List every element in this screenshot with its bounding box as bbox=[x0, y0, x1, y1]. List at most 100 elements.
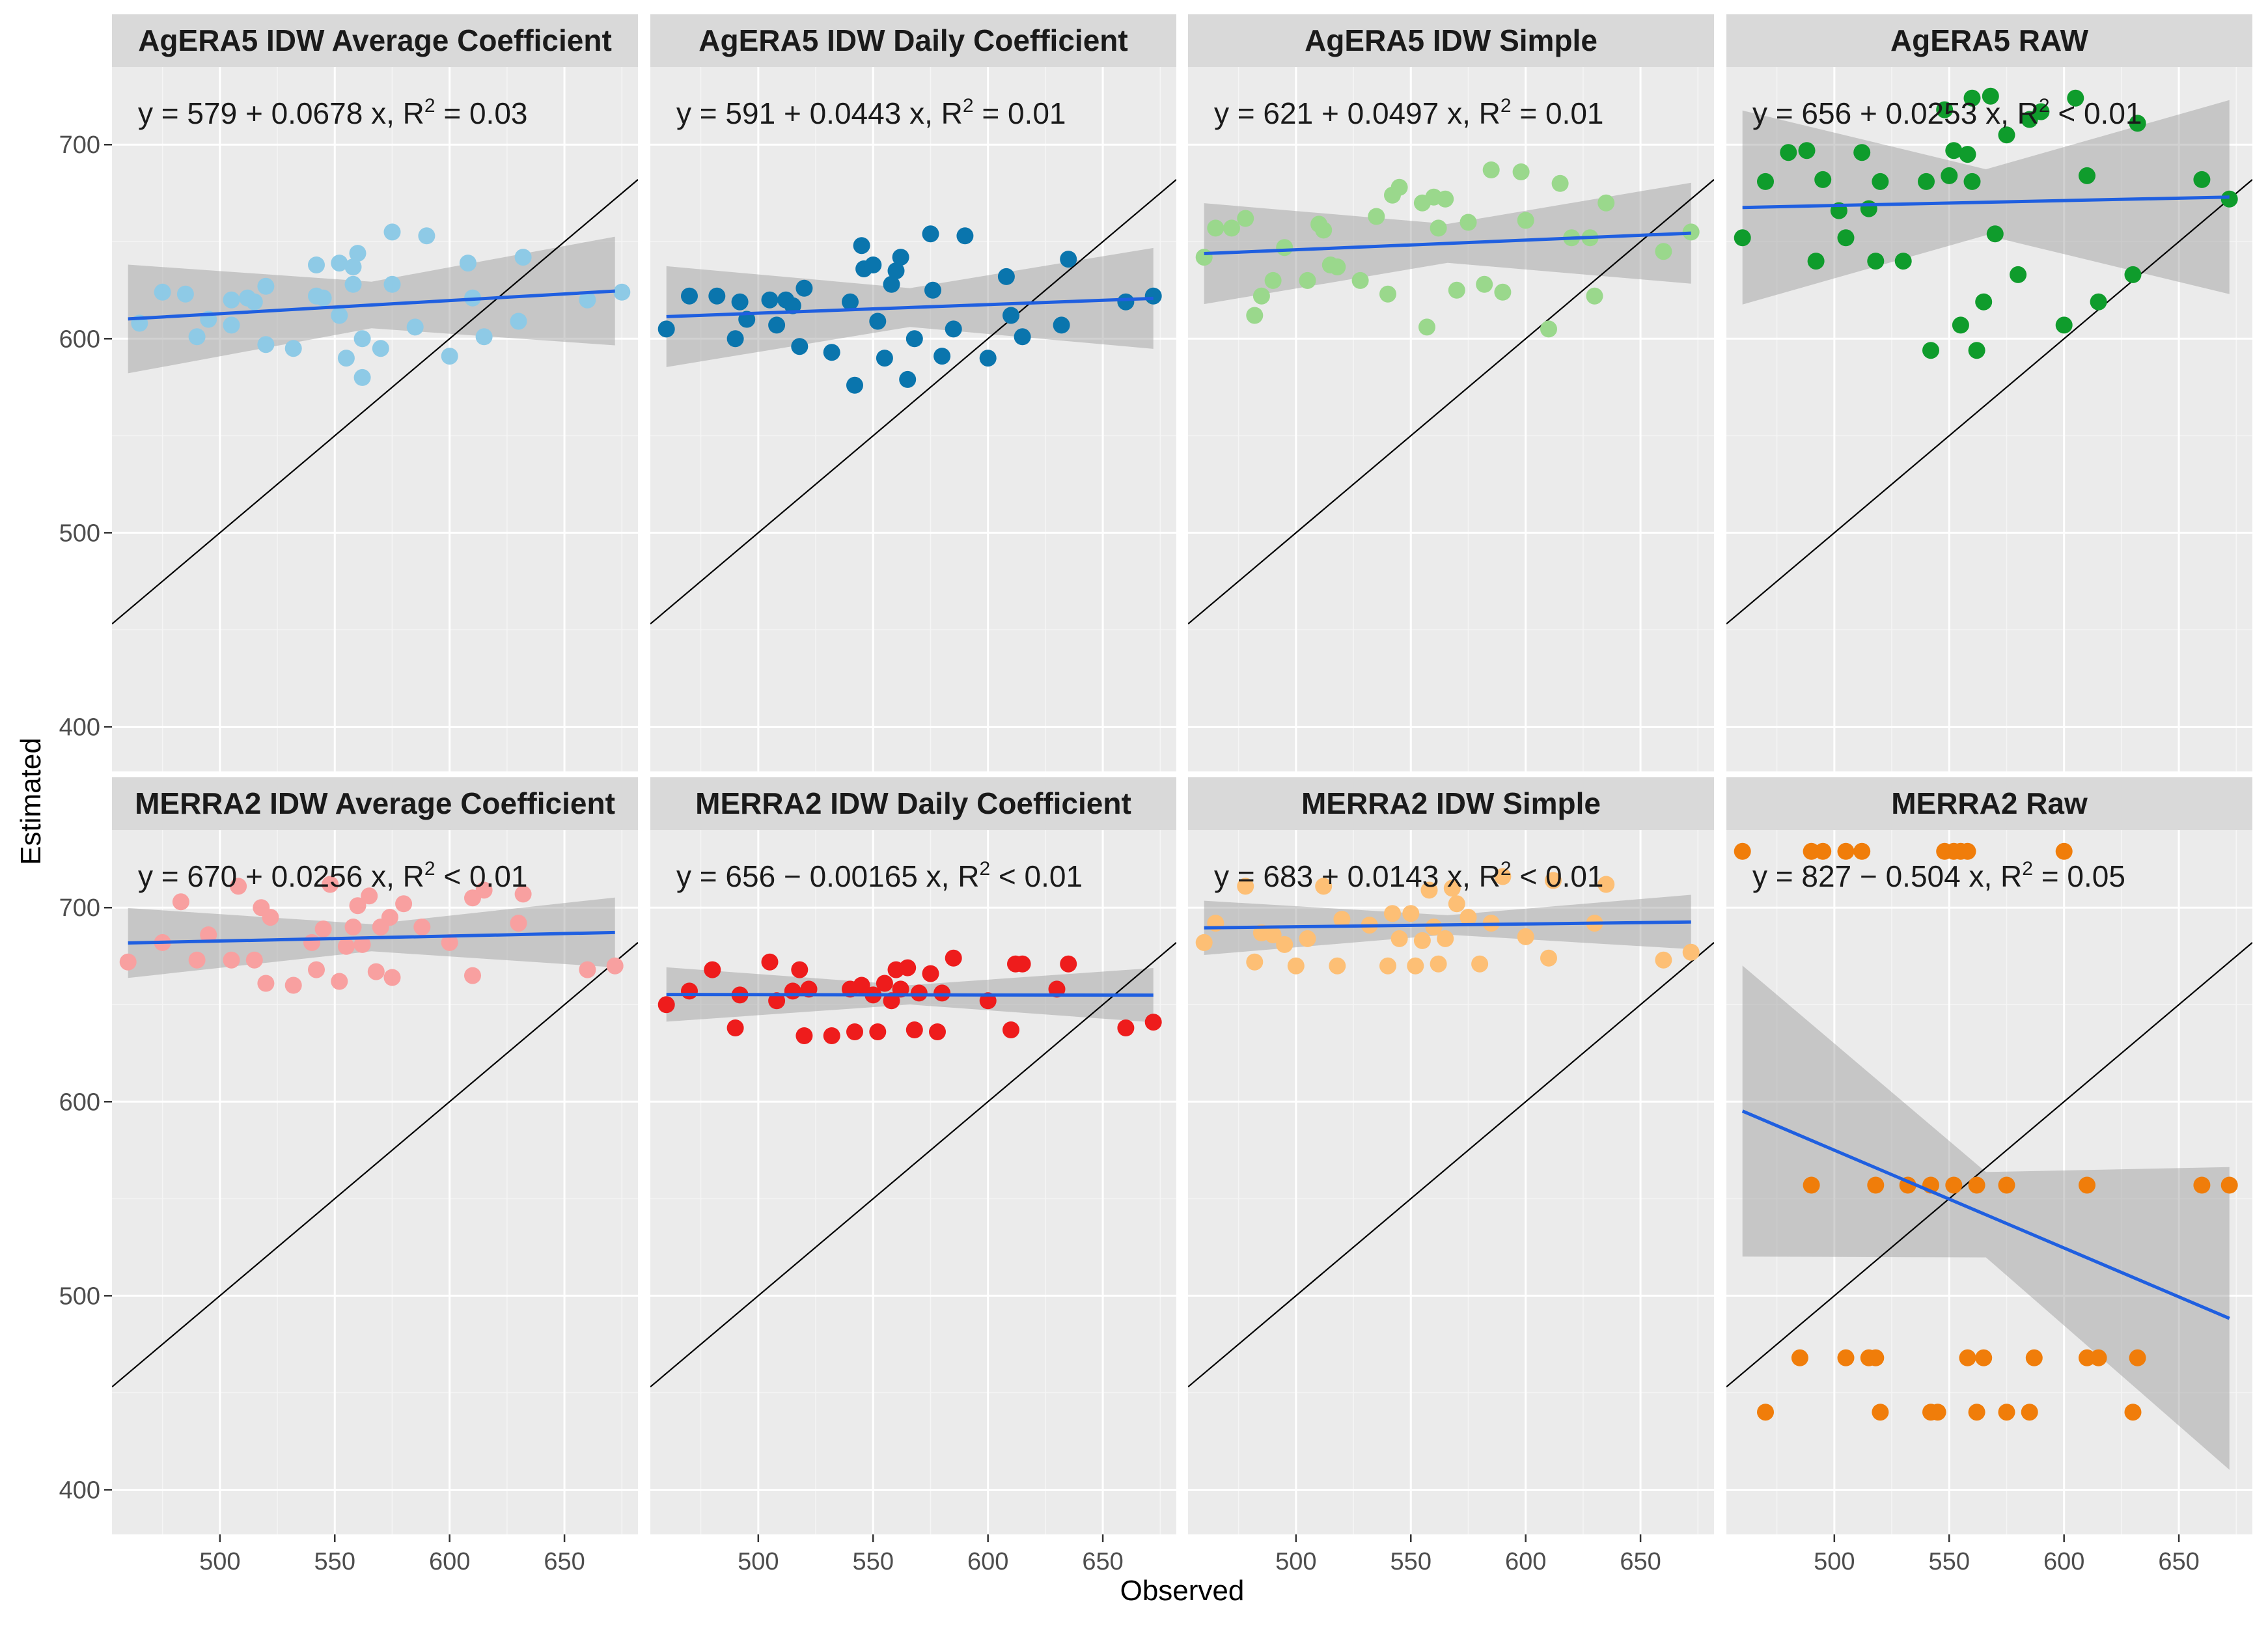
data-point bbox=[1867, 253, 1885, 270]
panels-layer: AgERA5 IDW Average Coefficient y = 579 + … bbox=[112, 14, 2252, 1534]
y-tick-label: 600 bbox=[59, 325, 100, 353]
data-point bbox=[1757, 173, 1774, 190]
data-point bbox=[1379, 957, 1396, 975]
data-point bbox=[933, 984, 951, 1002]
regression-equation: y = 656 − 0.00165 x, R2 < 0.01 bbox=[676, 858, 1083, 893]
data-point bbox=[314, 921, 332, 937]
panel-1: AgERA5 IDW Average Coefficient y = 579 + … bbox=[112, 14, 638, 771]
data-point bbox=[257, 336, 275, 353]
data-point bbox=[1540, 949, 1557, 967]
data-point bbox=[257, 975, 275, 992]
data-point bbox=[257, 277, 275, 295]
regression-line bbox=[1204, 920, 1691, 930]
data-point bbox=[188, 328, 206, 346]
data-point bbox=[1853, 842, 1871, 860]
data-point bbox=[1975, 293, 1993, 311]
data-point bbox=[2055, 316, 2073, 334]
data-point bbox=[1459, 909, 1477, 926]
data-point bbox=[154, 283, 171, 301]
data-point bbox=[1443, 879, 1461, 897]
data-point bbox=[2124, 1404, 2142, 1421]
data-point bbox=[883, 275, 900, 293]
data-point bbox=[1448, 281, 1465, 299]
data-point bbox=[223, 291, 240, 309]
data-point bbox=[795, 279, 813, 297]
panel-background bbox=[1188, 67, 1714, 771]
panel-2: AgERA5 IDW Daily Coefficient y = 591 + 0.… bbox=[650, 14, 1176, 771]
data-point bbox=[1517, 212, 1534, 229]
data-point bbox=[475, 328, 493, 346]
data-point bbox=[308, 961, 325, 978]
data-point bbox=[1929, 1404, 1946, 1421]
x-tick-label: 500 bbox=[199, 1548, 240, 1575]
data-point bbox=[768, 992, 786, 1010]
data-point bbox=[1837, 229, 1855, 247]
data-point bbox=[1430, 219, 1447, 237]
data-point bbox=[864, 256, 882, 273]
panel-plot-area bbox=[1726, 842, 2252, 1470]
data-point bbox=[1952, 316, 1969, 334]
data-point bbox=[1837, 1349, 1855, 1366]
data-point bbox=[314, 289, 332, 307]
data-point bbox=[1998, 1176, 2015, 1194]
data-point bbox=[922, 225, 939, 243]
x-tick-label: 650 bbox=[544, 1548, 585, 1575]
data-point bbox=[1945, 1176, 1963, 1194]
data-point bbox=[322, 876, 339, 893]
data-point bbox=[223, 951, 240, 969]
data-point bbox=[606, 957, 624, 975]
data-point bbox=[2220, 190, 2238, 208]
data-point bbox=[1299, 271, 1316, 289]
data-point bbox=[172, 893, 189, 911]
data-point bbox=[1936, 101, 1954, 118]
data-point bbox=[1586, 287, 1603, 305]
panel-7: MERRA2 IDW Simple y = 683 + 0.0143 x, R2 … bbox=[1188, 777, 1714, 1534]
regression-line bbox=[128, 930, 615, 945]
confidence-band bbox=[1742, 965, 2230, 1470]
data-point bbox=[922, 965, 939, 982]
regression-equation: y = 827 − 0.504 x, R2 = 0.05 bbox=[1752, 858, 2125, 893]
data-point bbox=[1459, 214, 1477, 231]
data-point bbox=[933, 348, 951, 365]
data-point bbox=[1246, 307, 1264, 324]
data-point bbox=[791, 338, 809, 355]
panel-strip bbox=[112, 777, 638, 830]
data-point bbox=[1351, 271, 1369, 289]
data-point bbox=[337, 350, 355, 367]
x-tick-label: 600 bbox=[1505, 1548, 1546, 1575]
x-tick-label: 550 bbox=[853, 1548, 894, 1575]
data-point bbox=[1060, 955, 1077, 973]
panel-plot-area bbox=[112, 876, 638, 1388]
regression-line bbox=[1741, 1109, 2230, 1320]
data-point bbox=[1872, 1404, 1889, 1421]
data-point bbox=[876, 350, 893, 367]
data-point bbox=[899, 370, 917, 388]
x-tick-label: 650 bbox=[2158, 1548, 2199, 1575]
data-point bbox=[1655, 951, 1672, 969]
data-point bbox=[1968, 1404, 1985, 1421]
data-point bbox=[1734, 842, 1751, 860]
panel-plot-area bbox=[112, 179, 638, 625]
regression-equation: y = 670 + 0.0256 x, R2 < 0.01 bbox=[138, 858, 528, 893]
data-point bbox=[245, 293, 263, 311]
data-point bbox=[1264, 926, 1282, 943]
data-point bbox=[1144, 287, 1162, 305]
data-point bbox=[349, 897, 366, 915]
regression-equation: y = 621 + 0.0497 x, R2 = 0.01 bbox=[1214, 95, 1604, 130]
data-point bbox=[1894, 253, 1912, 270]
y-tick-label: 700 bbox=[59, 894, 100, 922]
data-point bbox=[262, 909, 279, 926]
panel-background bbox=[1726, 67, 2252, 771]
panel-plot-area bbox=[650, 179, 1176, 625]
data-point bbox=[1144, 1014, 1162, 1031]
panel-6: MERRA2 IDW Daily Coefficient y = 656 − 0.… bbox=[650, 777, 1176, 1534]
data-point bbox=[846, 376, 863, 394]
data-point bbox=[1791, 1349, 1808, 1366]
data-point bbox=[119, 953, 137, 971]
one-to-one-line bbox=[1726, 942, 2252, 1388]
panel-background bbox=[1188, 830, 1714, 1534]
data-point bbox=[924, 281, 941, 299]
x-tick-label: 550 bbox=[314, 1548, 355, 1575]
data-point bbox=[1959, 842, 1976, 860]
